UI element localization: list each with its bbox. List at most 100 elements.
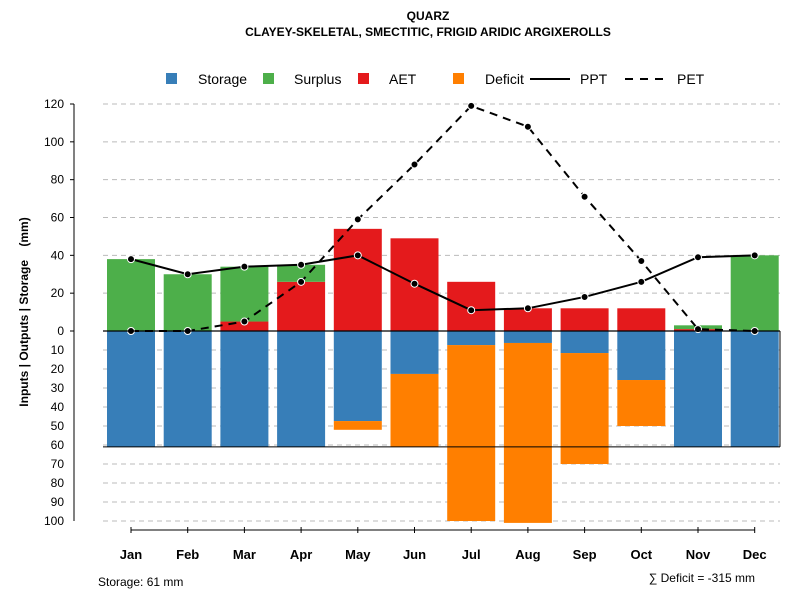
legend-swatch-surplus xyxy=(263,73,274,84)
storage-bar xyxy=(277,331,326,447)
pet-point xyxy=(523,122,532,131)
surplus-bar xyxy=(107,259,155,331)
deficit-note: ∑ Deficit = -315 mm xyxy=(649,571,755,585)
pet-line xyxy=(131,104,755,332)
y-tick-label: 30 xyxy=(51,381,65,395)
x-tick-label: Feb xyxy=(176,547,199,562)
y-tick-label: 40 xyxy=(51,400,65,414)
legend-swatch-storage xyxy=(166,73,177,84)
legend-label-pet: PET xyxy=(677,71,705,87)
storage-bar xyxy=(107,331,155,447)
x-tick-label: Nov xyxy=(686,547,711,562)
storage-bar xyxy=(674,331,722,447)
ppt-point xyxy=(410,279,419,288)
deficit-bar xyxy=(390,373,439,447)
y-tick-label: 70 xyxy=(51,457,65,471)
lines xyxy=(127,101,759,335)
ppt-point xyxy=(353,251,362,260)
x-tick-label: Oct xyxy=(630,547,652,562)
ppt-point xyxy=(637,277,646,286)
ppt-point xyxy=(467,306,476,315)
ppt-point xyxy=(694,253,702,262)
legend-label-ppt: PPT xyxy=(580,71,608,87)
y-tick-label: 0 xyxy=(57,324,64,338)
pet-point xyxy=(467,101,476,110)
pet-point xyxy=(580,192,589,201)
deficit-bar xyxy=(447,345,496,521)
aet-bar xyxy=(333,228,382,331)
surplus-bar xyxy=(220,266,269,322)
aet-bar xyxy=(220,321,269,331)
deficit-bar xyxy=(617,380,666,426)
y-tick-label: 100 xyxy=(44,135,64,149)
pet-point xyxy=(353,215,362,224)
aet-bar xyxy=(617,308,666,331)
x-tick-label: May xyxy=(345,547,371,562)
storage-bar xyxy=(333,331,382,422)
x-tick-label: Jul xyxy=(462,547,481,562)
x-tick-label: Sep xyxy=(573,547,597,562)
axes: 0 20 40 60 80 100 120 10 20 30 40 50 60 70 80 90 100 Jan F… xyxy=(44,97,781,562)
ppt-point xyxy=(127,255,135,264)
storage-bar xyxy=(617,331,666,381)
grid xyxy=(103,103,780,522)
deficit-bar xyxy=(560,353,609,464)
y-tick-label: 20 xyxy=(51,286,65,300)
aet-bar xyxy=(560,308,609,331)
surplus-bar xyxy=(163,274,212,331)
y-tick-label: 80 xyxy=(51,476,65,490)
pet-point xyxy=(240,317,249,326)
legend-label-deficit: Deficit xyxy=(485,71,524,87)
x-tick-label: Aug xyxy=(515,547,540,562)
legend: Storage Surplus AET Deficit PPT PET xyxy=(166,71,705,87)
ppt-point xyxy=(183,270,192,279)
storage-bar xyxy=(163,331,212,447)
y-tick-label: 60 xyxy=(51,438,65,452)
ppt-point xyxy=(240,262,249,271)
y-tick-label: 90 xyxy=(51,495,65,509)
x-tick-label: Dec xyxy=(743,547,767,562)
storage-bar xyxy=(220,331,269,447)
y-tick-label: 50 xyxy=(51,419,65,433)
storage-bar xyxy=(390,331,439,374)
x-tick-label: Jan xyxy=(120,547,142,562)
y-tick-label: 10 xyxy=(51,343,65,357)
y-tick-label: 60 xyxy=(51,211,65,225)
storage-bar xyxy=(560,331,609,354)
bars xyxy=(107,228,779,523)
ppt-point xyxy=(523,304,532,313)
y-tick-label: 20 xyxy=(51,362,65,376)
ppt-point xyxy=(580,292,589,301)
legend-swatch-aet xyxy=(358,73,369,84)
y-tick-label: 100 xyxy=(44,514,64,528)
aet-bar xyxy=(277,281,326,331)
aet-bar xyxy=(503,308,552,331)
chart-subtitle: CLAYEY-SKELETAL, SMECTITIC, FRIGID ARIDI… xyxy=(245,25,611,39)
pet-point xyxy=(637,257,646,266)
ppt-line xyxy=(130,254,755,312)
pet-point xyxy=(410,160,419,169)
y-tick-label: 40 xyxy=(51,248,65,262)
surplus-bar xyxy=(730,255,779,331)
pet-point xyxy=(297,277,306,286)
y-tick-label: 120 xyxy=(44,97,64,111)
legend-label-aet: AET xyxy=(389,71,417,87)
chart-title: QUARZ xyxy=(407,9,450,23)
storage-bar xyxy=(447,331,496,346)
x-tick-label: Mar xyxy=(233,547,256,562)
storage-bar xyxy=(730,331,779,447)
y-axis-label: Inputs | Outputs | Storage (mm) xyxy=(17,217,31,406)
x-tick-label: Apr xyxy=(290,547,312,562)
x-tick-label: Jun xyxy=(403,547,426,562)
storage-note: Storage: 61 mm xyxy=(98,575,183,589)
legend-swatch-deficit xyxy=(453,73,464,84)
deficit-bar xyxy=(333,421,382,430)
legend-label-surplus: Surplus xyxy=(294,71,341,87)
y-tick-label: 80 xyxy=(51,173,65,187)
deficit-bar xyxy=(503,342,552,523)
storage-bar xyxy=(503,331,552,343)
legend-label-storage: Storage xyxy=(198,71,247,87)
ppt-point xyxy=(297,260,306,269)
ppt-point xyxy=(750,251,759,260)
